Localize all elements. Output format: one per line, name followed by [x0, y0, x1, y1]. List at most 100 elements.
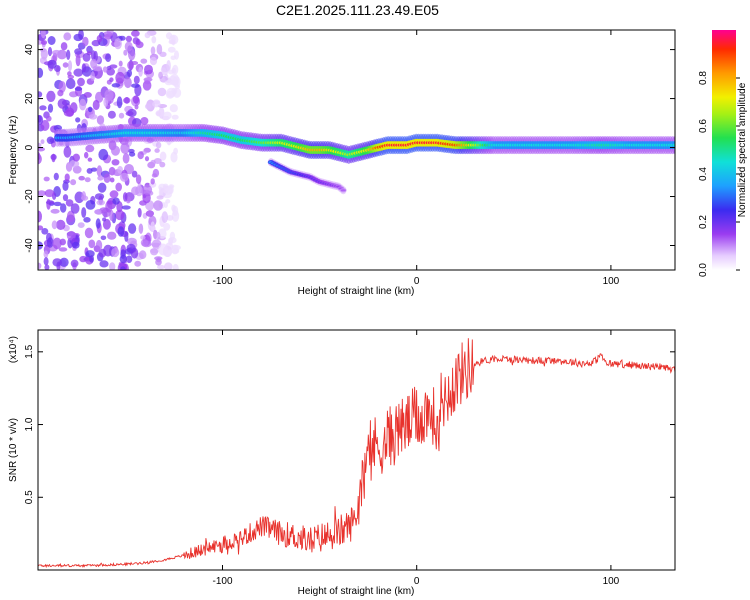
noise-speckle [81, 191, 86, 201]
noise-speckle [72, 165, 82, 174]
noise-speckle [134, 260, 142, 267]
noise-speckle [43, 176, 50, 182]
noise-speckle [158, 71, 164, 80]
noise-speckle [66, 210, 75, 223]
noise-speckle [153, 158, 162, 164]
x-tick-label: 100 [603, 276, 620, 287]
noise-speckle [155, 231, 161, 240]
noise-speckle [88, 239, 96, 249]
noise-speckle [41, 228, 49, 235]
noise-speckle [56, 219, 66, 230]
noise-speckle [38, 115, 44, 125]
noise-speckle [98, 148, 109, 161]
noise-speckle [102, 218, 111, 230]
ridge-core [672, 143, 675, 147]
noise-speckle [90, 58, 98, 69]
noise-speckle [95, 218, 101, 229]
noise-speckle [166, 87, 177, 98]
noise-speckle [95, 91, 104, 103]
noise-speckle [135, 174, 142, 184]
y-tick-label: 0 [24, 144, 35, 150]
y-tick-label: -20 [24, 189, 35, 204]
noise-speckle [156, 195, 164, 200]
noise-speckle [170, 151, 178, 163]
x-tick-label: 0 [414, 576, 420, 587]
noise-speckle [123, 49, 128, 56]
noise-speckle [169, 80, 179, 86]
noise-speckle [133, 75, 140, 85]
noise-speckle [150, 221, 155, 232]
noise-speckle [125, 111, 134, 116]
noise-speckle [128, 48, 136, 61]
x-tick-label: -100 [212, 276, 232, 287]
noise-speckle [96, 199, 105, 206]
noise-speckle [158, 243, 169, 256]
noise-speckle [117, 166, 123, 174]
noise-speckle [115, 71, 125, 84]
noise-speckle [84, 177, 91, 183]
noise-speckle [86, 45, 93, 54]
noise-speckle [59, 257, 69, 267]
noise-speckle [89, 255, 94, 263]
noise-speckle [159, 151, 167, 161]
noise-speckle [43, 257, 49, 266]
noise-speckle [47, 103, 54, 113]
noise-speckle [82, 53, 91, 62]
noise-speckle [62, 181, 69, 191]
noise-speckle [40, 30, 46, 39]
noise-speckle [78, 175, 85, 181]
noise-speckle [129, 151, 136, 157]
colorbar: 0.0 0.2 0.4 0.6 0.8 Normalized spectral ampl… [698, 30, 748, 277]
noise-speckle [161, 211, 168, 224]
noise-speckle [70, 203, 80, 214]
figure-title: C2E1.2025.111.23.49.E05 [276, 2, 439, 18]
noise-speckle [116, 96, 123, 109]
noise-speckle [140, 239, 149, 247]
noise-speckle [156, 44, 163, 55]
noise-speckle [150, 46, 156, 55]
spectrogram-frame [37, 29, 676, 271]
noise-speckle [47, 36, 56, 45]
noise-speckle [152, 100, 161, 108]
noise-speckle [39, 105, 47, 111]
noise-speckle [51, 153, 56, 163]
noise-speckle [167, 249, 173, 255]
noise-speckle [123, 97, 131, 104]
noise-speckle [66, 49, 71, 60]
noise-speckle [75, 117, 81, 123]
y-tick-label: 40 [24, 44, 35, 56]
noise-speckle [103, 244, 113, 257]
noise-speckle [72, 153, 81, 162]
noise-speckle [131, 30, 140, 37]
noise-speckle [47, 46, 53, 57]
x-tick-label: 0 [414, 276, 420, 287]
noise-speckle [171, 244, 179, 255]
noise-speckle [77, 222, 85, 229]
y-tick-label: 20 [24, 93, 35, 105]
y-tick-label: 1.0 [24, 417, 35, 431]
noise-speckle [162, 185, 170, 194]
noise-speckle [53, 201, 62, 207]
noise-speckle [144, 64, 153, 75]
colorbar-gradient [712, 30, 736, 270]
noise-speckle [43, 250, 49, 258]
noise-speckle [40, 139, 45, 145]
noise-speckle [122, 192, 128, 202]
noise-speckle [95, 239, 103, 252]
noise-speckle [84, 227, 94, 239]
noise-speckle [131, 186, 140, 196]
noise-speckle [40, 120, 50, 131]
noise-speckle [77, 77, 85, 87]
snr-x-label: Height of straight line (km) [298, 586, 415, 597]
noise-speckle [102, 31, 113, 38]
noise-speckle [67, 71, 72, 77]
noise-speckle [84, 151, 89, 159]
noise-speckle [38, 91, 43, 98]
noise-speckle [46, 237, 54, 248]
noise-speckle [106, 68, 115, 76]
noise-speckle [166, 60, 171, 72]
noise-speckle [161, 69, 168, 76]
noise-speckle [122, 153, 130, 164]
noise-speckle [57, 89, 64, 97]
noise-speckle [38, 67, 44, 78]
